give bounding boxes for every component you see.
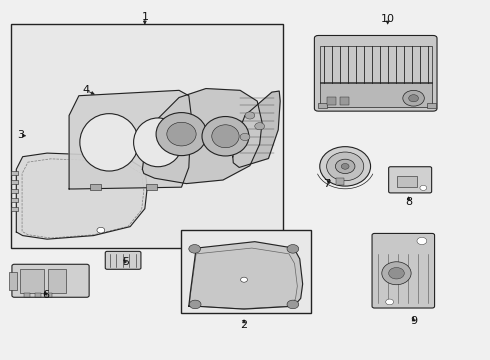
FancyBboxPatch shape [389, 167, 432, 193]
FancyBboxPatch shape [372, 233, 435, 308]
Ellipse shape [202, 117, 249, 156]
Text: 6: 6 [42, 291, 49, 301]
Ellipse shape [241, 277, 247, 282]
Ellipse shape [245, 112, 255, 119]
Ellipse shape [97, 227, 105, 233]
Ellipse shape [287, 300, 299, 309]
Bar [48, 269, 66, 293]
Bar [320, 82, 432, 107]
Text: 9: 9 [410, 316, 417, 325]
Ellipse shape [134, 118, 182, 167]
Bar [11, 207, 18, 211]
Ellipse shape [420, 185, 427, 190]
Ellipse shape [212, 125, 239, 148]
Ellipse shape [287, 244, 299, 253]
Bar [318, 103, 327, 108]
Ellipse shape [189, 300, 201, 309]
FancyBboxPatch shape [315, 36, 437, 111]
Bar [11, 24, 283, 248]
Bar [181, 230, 311, 313]
Bar [327, 97, 336, 105]
Text: 3: 3 [17, 130, 24, 140]
Text: 4: 4 [83, 85, 90, 95]
Bar [340, 97, 349, 105]
Bar [90, 184, 101, 190]
Ellipse shape [409, 95, 418, 102]
Text: 8: 8 [405, 197, 412, 207]
Bar [427, 103, 436, 108]
Polygon shape [233, 91, 280, 167]
Bar [35, 293, 41, 297]
Ellipse shape [403, 90, 424, 106]
Bar [11, 189, 18, 193]
Bar [11, 171, 18, 175]
Polygon shape [16, 153, 147, 239]
Bar [11, 198, 18, 202]
Bar [20, 269, 44, 293]
Text: 2: 2 [241, 320, 247, 330]
Text: 1: 1 [141, 12, 148, 22]
Ellipse shape [389, 267, 404, 279]
Text: 5: 5 [122, 257, 129, 267]
Bar [24, 293, 30, 297]
Ellipse shape [341, 163, 349, 169]
Text: 10: 10 [381, 14, 394, 24]
Text: 7: 7 [323, 179, 331, 189]
FancyBboxPatch shape [105, 251, 141, 269]
Ellipse shape [327, 152, 364, 181]
Bar [46, 293, 51, 297]
Bar [320, 45, 432, 83]
Bar [11, 180, 18, 184]
Ellipse shape [335, 159, 355, 174]
Ellipse shape [386, 299, 393, 305]
Bar [9, 272, 17, 291]
Ellipse shape [417, 237, 427, 244]
Ellipse shape [167, 122, 196, 146]
Bar [336, 178, 343, 185]
Ellipse shape [240, 134, 250, 140]
Polygon shape [69, 90, 191, 189]
FancyBboxPatch shape [12, 264, 89, 297]
Ellipse shape [80, 114, 139, 171]
Ellipse shape [320, 147, 370, 186]
Polygon shape [143, 89, 262, 184]
Ellipse shape [189, 244, 200, 253]
Polygon shape [189, 242, 303, 309]
Bar [147, 184, 157, 190]
Ellipse shape [382, 262, 411, 285]
Bar [397, 176, 417, 187]
Ellipse shape [156, 113, 207, 156]
Ellipse shape [255, 123, 265, 130]
